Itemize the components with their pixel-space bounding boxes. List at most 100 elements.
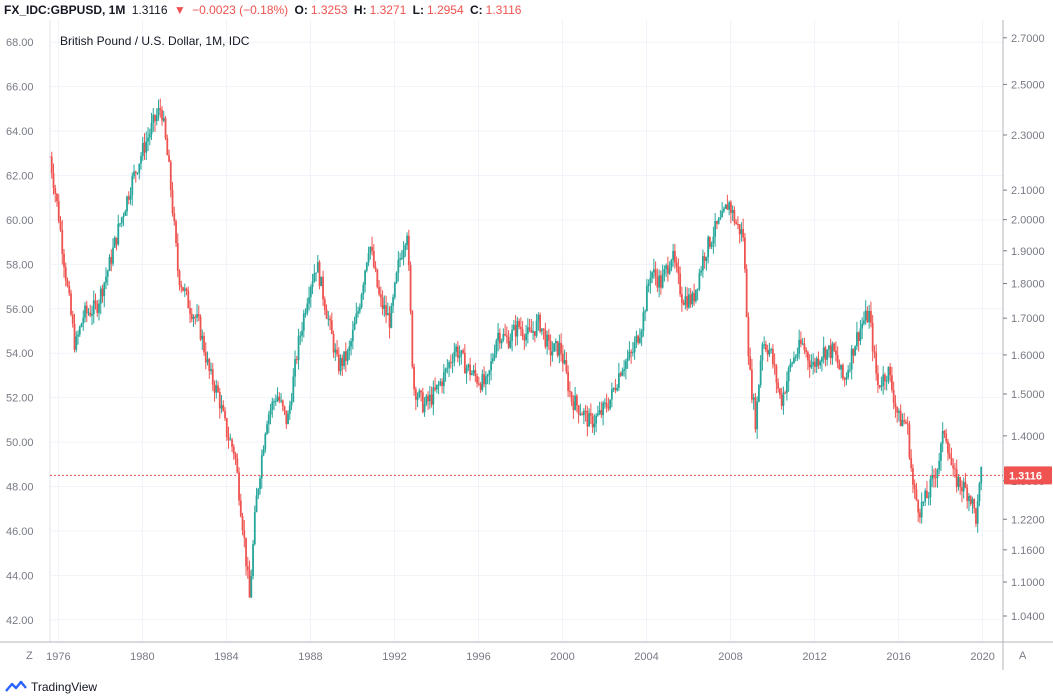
- candle-body: [822, 347, 825, 358]
- candle-body: [505, 335, 508, 337]
- candle-body: [469, 364, 471, 375]
- candle-body: [276, 396, 279, 401]
- candle-body: [779, 388, 781, 395]
- candle-body: [743, 237, 746, 270]
- candle-body: [437, 384, 440, 386]
- candle-body: [700, 270, 703, 273]
- candle-body: [421, 392, 424, 413]
- candle-body: [701, 256, 704, 271]
- candle-body: [462, 350, 464, 353]
- candle-body: [891, 375, 893, 390]
- candle-body: [532, 331, 535, 333]
- right-tick-label: 1.7000: [1011, 313, 1045, 325]
- candle-body: [442, 372, 445, 387]
- candle-body: [182, 287, 184, 291]
- candle-body: [740, 229, 743, 235]
- candle-body: [817, 358, 820, 366]
- candle-body: [864, 310, 867, 321]
- auto-scale-button[interactable]: [1013, 646, 1033, 664]
- candle-body: [873, 351, 876, 353]
- candle-body: [843, 378, 846, 380]
- candle-body: [936, 469, 939, 478]
- candle-body: [609, 399, 612, 409]
- chart-svg[interactable]: British Pound / U.S. Dollar, 1M, IDC 42.…: [0, 20, 1053, 670]
- candle-body: [357, 311, 359, 314]
- candle-body: [304, 312, 307, 314]
- candle-body: [206, 359, 209, 363]
- symbol-legend: FX_IDC:GBPUSD, 1M 1.3116 ▼ −0.0023 (−0.1…: [0, 0, 1053, 20]
- candle-body: [672, 250, 675, 261]
- candle-body: [523, 336, 526, 341]
- candle-body: [759, 360, 762, 385]
- candle-body: [815, 358, 818, 367]
- candle-body: [215, 385, 218, 393]
- candle-body: [208, 359, 211, 371]
- candle-body: [901, 420, 904, 427]
- candle-body: [339, 357, 342, 372]
- candle-body: [131, 176, 134, 196]
- candle-body: [141, 142, 144, 157]
- candle-body: [414, 389, 417, 400]
- candle-body: [430, 394, 433, 405]
- close-label: C:: [470, 3, 483, 17]
- candle-body: [899, 410, 902, 427]
- candle-body: [420, 390, 422, 393]
- candle-body: [826, 349, 829, 360]
- candle-body: [325, 309, 328, 319]
- candle-body: [682, 302, 685, 305]
- candle-body: [588, 413, 591, 427]
- candle-body: [341, 357, 344, 366]
- candle-body: [311, 281, 314, 288]
- candle-body: [910, 457, 913, 469]
- candle-body: [593, 423, 596, 428]
- x-tick-label: 2016: [886, 651, 910, 663]
- candle-body: [717, 219, 720, 224]
- timezone-button[interactable]: [20, 646, 40, 664]
- candle-body: [731, 210, 734, 213]
- candle-body: [189, 308, 191, 314]
- candle-body: [519, 326, 522, 330]
- candle-body: [805, 350, 808, 353]
- candle-body: [239, 500, 242, 517]
- candle-body: [479, 384, 482, 390]
- candle-body: [544, 329, 547, 347]
- x-tick-label: 2000: [550, 651, 574, 663]
- candle-body: [905, 421, 907, 424]
- candle-body: [54, 187, 57, 194]
- chart-area[interactable]: British Pound / U.S. Dollar, 1M, IDC 42.…: [0, 20, 1053, 670]
- candle-body: [196, 314, 198, 318]
- candle-body: [798, 339, 801, 354]
- candle-body: [273, 401, 275, 403]
- candle-body: [231, 439, 233, 447]
- candle-body: [686, 296, 689, 308]
- candle-body: [749, 356, 752, 370]
- candle-body: [708, 236, 711, 247]
- candle-body: [159, 108, 162, 110]
- candle-body: [413, 366, 415, 390]
- candle-body: [169, 161, 172, 191]
- left-tick-label: 56.00: [6, 304, 34, 316]
- tradingview-logo[interactable]: TradingView: [4, 680, 97, 694]
- symbol-name[interactable]: FX_IDC:GBPUSD, 1M: [4, 3, 126, 17]
- candle-body: [514, 324, 517, 337]
- candle-body: [150, 122, 153, 134]
- candle-body: [227, 437, 230, 440]
- candle-body: [250, 576, 253, 598]
- candle-body: [474, 370, 477, 377]
- timezone-button-label: Z: [26, 650, 33, 662]
- candle-body: [124, 211, 127, 216]
- candle-body: [299, 335, 302, 337]
- candle-body: [729, 202, 732, 213]
- candle-body: [647, 283, 650, 287]
- candle-body: [919, 512, 921, 518]
- candle-body: [836, 354, 839, 364]
- candle-body: [845, 377, 848, 380]
- x-tick-label: 2012: [802, 651, 826, 663]
- candle-body: [441, 381, 443, 387]
- right-tick-label: 2.7000: [1011, 33, 1045, 45]
- candle-body: [535, 320, 538, 336]
- candle-body: [245, 537, 247, 567]
- candle-body: [210, 369, 212, 371]
- candle-body: [680, 294, 683, 303]
- x-tick-label: 1996: [466, 651, 490, 663]
